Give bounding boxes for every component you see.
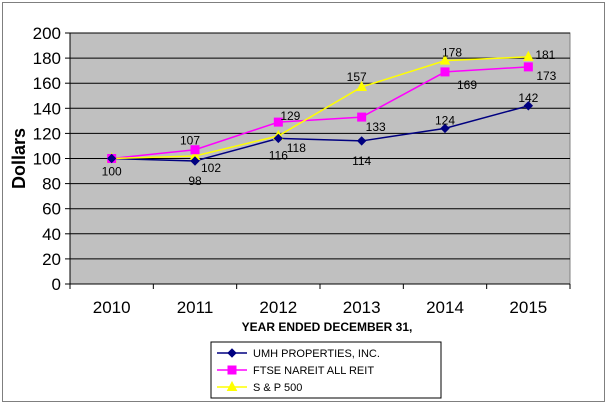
y-tick-label: 20 — [42, 250, 61, 269]
data-label: 178 — [442, 46, 462, 60]
data-label: 129 — [280, 109, 300, 123]
x-tick-label: 2015 — [509, 298, 547, 317]
y-axis-ticks: 0 20 40 60 80 100 120 140 160 180 200 — [33, 24, 570, 294]
y-axis-label: Dollars — [9, 128, 29, 189]
legend-box — [210, 341, 442, 399]
diamond-marker — [523, 101, 534, 111]
y-tick-label: 160 — [33, 74, 61, 93]
data-label: 124 — [435, 113, 455, 127]
data-label: 118 — [287, 141, 306, 155]
data-label: 142 — [518, 91, 538, 105]
y-tick-label: 140 — [33, 99, 61, 118]
diamond-marker — [190, 156, 200, 166]
x-axis-label: YEAR ENDED DECEMBER 31, — [242, 320, 413, 334]
legend-entry: UMH PROPERTIES, INC. — [253, 348, 380, 360]
y-tick-label: 180 — [33, 49, 61, 68]
y-tick-label: 0 — [52, 275, 61, 294]
legend-entry: S & P 500 — [253, 382, 302, 394]
x-tick-label: 2011 — [177, 298, 214, 317]
series-lines — [111, 56, 529, 162]
data-label: 169 — [457, 78, 477, 92]
data-label: 107 — [180, 134, 200, 148]
diamond-marker — [227, 348, 237, 358]
y-tick-label: 80 — [42, 175, 61, 194]
square-marker — [227, 365, 237, 375]
diamond-marker — [356, 136, 367, 146]
diamond-marker — [440, 123, 450, 134]
y-tick-label: 40 — [42, 225, 61, 244]
data-label: 157 — [347, 70, 367, 84]
x-tick-label: 2010 — [93, 298, 131, 317]
diamond-marker — [273, 133, 284, 144]
series-line-0 — [111, 105, 529, 162]
triangle-marker — [226, 380, 238, 391]
data-label: 116 — [269, 148, 288, 162]
triangle-marker — [439, 54, 451, 65]
y-tick-label: 120 — [33, 124, 61, 143]
data-label: 98 — [188, 174, 202, 188]
square-marker — [273, 117, 283, 127]
series-markers — [106, 50, 534, 166]
legend: UMH PROPERTIES, INC. FTSE NAREIT ALL REIT… — [210, 341, 442, 399]
data-label: 133 — [366, 120, 386, 134]
data-label: 181 — [535, 48, 555, 62]
data-labels: 100 98 116 114 124 142 107 129 133 169 173 102 118 15… — [102, 46, 557, 188]
square-marker — [357, 112, 367, 122]
data-label: 100 — [102, 165, 122, 179]
y-tick-label: 200 — [33, 24, 61, 43]
square-marker — [440, 67, 450, 77]
triangle-marker — [356, 80, 367, 91]
diamond-marker — [106, 153, 117, 164]
x-tick-label: 2014 — [426, 298, 464, 317]
triangle-marker — [523, 50, 534, 61]
data-label: 102 — [201, 161, 221, 175]
x-axis-ticks: 2010 2011 2012 2013 2014 2015 — [69, 284, 571, 317]
series-line-1 — [111, 66, 529, 160]
x-tick-label: 2012 — [259, 298, 297, 317]
data-label: 114 — [352, 154, 371, 168]
y-tick-label: 100 — [33, 150, 61, 169]
square-marker — [190, 145, 200, 155]
legend-entry: FTSE NAREIT ALL REIT — [253, 365, 374, 377]
square-marker — [523, 62, 533, 72]
data-label: 173 — [536, 69, 556, 83]
x-tick-label: 2013 — [343, 298, 381, 317]
y-tick-label: 60 — [42, 200, 61, 219]
series-line-2 — [111, 56, 529, 160]
